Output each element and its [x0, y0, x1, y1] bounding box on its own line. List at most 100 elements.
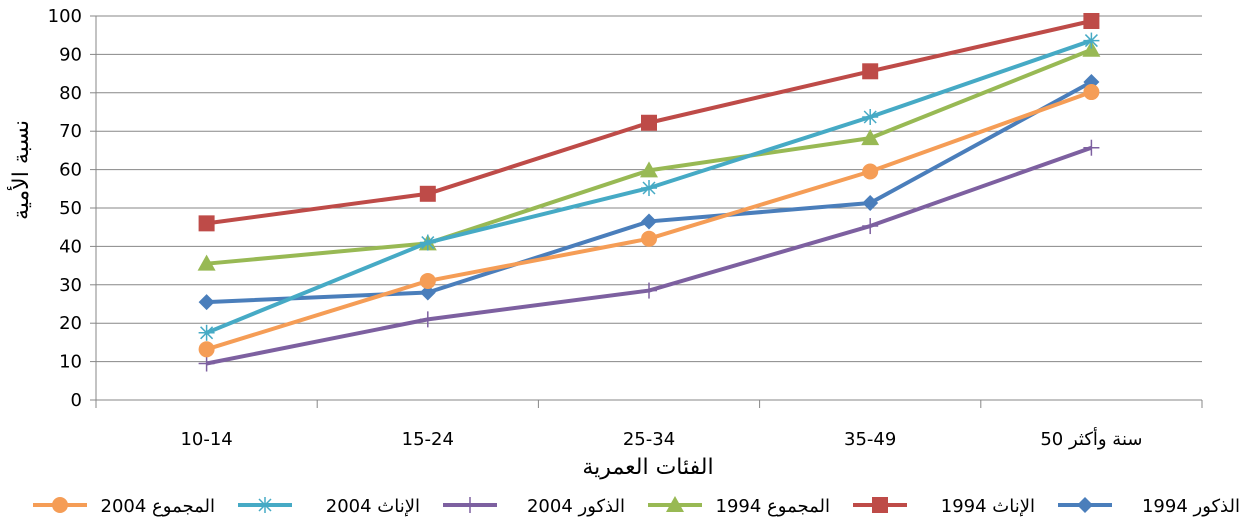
y-tick-label: 60 [59, 160, 82, 181]
data-point [862, 108, 879, 125]
data-point [1083, 139, 1100, 156]
marker-shape [258, 498, 272, 512]
legend-swatch-marker [666, 496, 684, 512]
marker-shape [200, 326, 214, 340]
y-tick-label: 40 [59, 236, 82, 257]
legend-swatch-marker [257, 497, 273, 513]
data-point [641, 282, 657, 299]
x-tick-label: 35-49 [844, 429, 896, 450]
marker-shape [1083, 12, 1100, 29]
series-5 [198, 32, 1100, 341]
data-point [197, 254, 216, 271]
tick-labels: 0 10 20 30 40 50 60 70 80 90 100 10-14 15-24 25-34 35-… [48, 6, 1143, 450]
legend-label: 1994 الإناث [941, 496, 1035, 517]
marker-shape [198, 215, 215, 232]
data-point [198, 355, 215, 372]
data-point [640, 161, 658, 178]
data-point [641, 114, 657, 131]
marker-shape [419, 185, 436, 202]
data-point [419, 234, 436, 251]
legend-item-4: 2004 الذكور [443, 496, 625, 517]
marker-shape [641, 230, 657, 247]
series-2 [198, 12, 1100, 232]
legend-item-3: 1994 المجموع [648, 496, 830, 517]
marker-shape [872, 497, 888, 513]
axes [90, 15, 1203, 408]
legend-swatch-marker [1077, 497, 1093, 513]
legend-label: 1994 الذكور [1142, 496, 1240, 517]
data-point [641, 180, 657, 197]
data-point [641, 213, 657, 230]
marker-shape [862, 163, 879, 180]
data-point [198, 215, 215, 232]
marker-shape [641, 213, 657, 230]
x-tick-label: 10-14 [180, 429, 232, 450]
marker-shape [862, 195, 879, 212]
marker-shape [197, 254, 216, 271]
data-point [862, 63, 879, 80]
legend-label: 2004 المجموع [101, 496, 216, 517]
marker-shape [419, 284, 436, 301]
series-layer [197, 12, 1101, 372]
y-tick-label: 80 [59, 83, 82, 104]
y-tick-label: 70 [59, 121, 82, 142]
data-point [641, 230, 657, 247]
y-tick-label: 50 [59, 198, 82, 219]
data-point [419, 284, 436, 301]
marker-shape [198, 294, 215, 311]
y-tick-label: 20 [59, 313, 82, 334]
data-point [419, 185, 436, 202]
data-point [862, 163, 879, 180]
legend-item-1: 1994 الذكور [1058, 496, 1240, 517]
data-point [1083, 12, 1100, 29]
data-point [198, 294, 215, 311]
marker-shape [640, 161, 658, 178]
legend-label: 2004 الإناث [326, 496, 420, 517]
y-tick-label: 90 [59, 44, 82, 65]
marker-shape [52, 497, 68, 513]
data-point [1083, 84, 1100, 101]
data-point [198, 324, 215, 341]
y-tick-label: 100 [48, 6, 82, 27]
legend-swatch-marker [462, 497, 478, 513]
marker-shape [861, 129, 880, 146]
x-tick-label: 25-34 [623, 429, 675, 450]
marker-shape [1084, 34, 1098, 48]
legend-item-5: 2004 الإناث [238, 496, 420, 517]
marker-shape [421, 236, 435, 250]
legend: 1994 الذكور 1994 الإناث 1994 المجموع 2004 ا… [33, 496, 1240, 517]
legend-swatch-marker [52, 497, 68, 513]
legend-label: 2004 الذكور [527, 496, 625, 517]
marker-shape [1082, 40, 1101, 57]
x-tick-label: 15-24 [402, 429, 454, 450]
data-point [862, 218, 879, 235]
legend-item-6: 2004 المجموع [33, 496, 215, 517]
data-point [198, 341, 215, 358]
legend-item-2: 1994 الإناث [853, 496, 1035, 517]
y-tick-label: 30 [59, 275, 82, 296]
y-axis-title: نسبة الأمية [7, 120, 34, 220]
y-tick-label: 0 [71, 390, 82, 411]
data-point [419, 272, 436, 289]
x-tick-label: 50 سنة وأكثر [1040, 427, 1142, 450]
data-point [862, 195, 879, 212]
data-point [861, 129, 880, 146]
series-6 [198, 84, 1100, 358]
legend-label: 1994 المجموع [716, 496, 831, 517]
data-point [419, 311, 436, 328]
marker-shape [642, 181, 656, 195]
y-tick-label: 10 [59, 352, 82, 373]
data-point [1083, 32, 1100, 49]
marker-shape [641, 114, 657, 131]
marker-shape [863, 110, 877, 124]
x-axis-title: الفئات العمرية [582, 455, 713, 480]
marker-shape [1083, 84, 1100, 101]
marker-shape [666, 496, 684, 512]
marker-shape [198, 341, 215, 358]
data-point [1082, 40, 1101, 57]
series-4 [198, 139, 1100, 372]
marker-shape [419, 272, 436, 289]
legend-swatch-marker [872, 497, 888, 513]
